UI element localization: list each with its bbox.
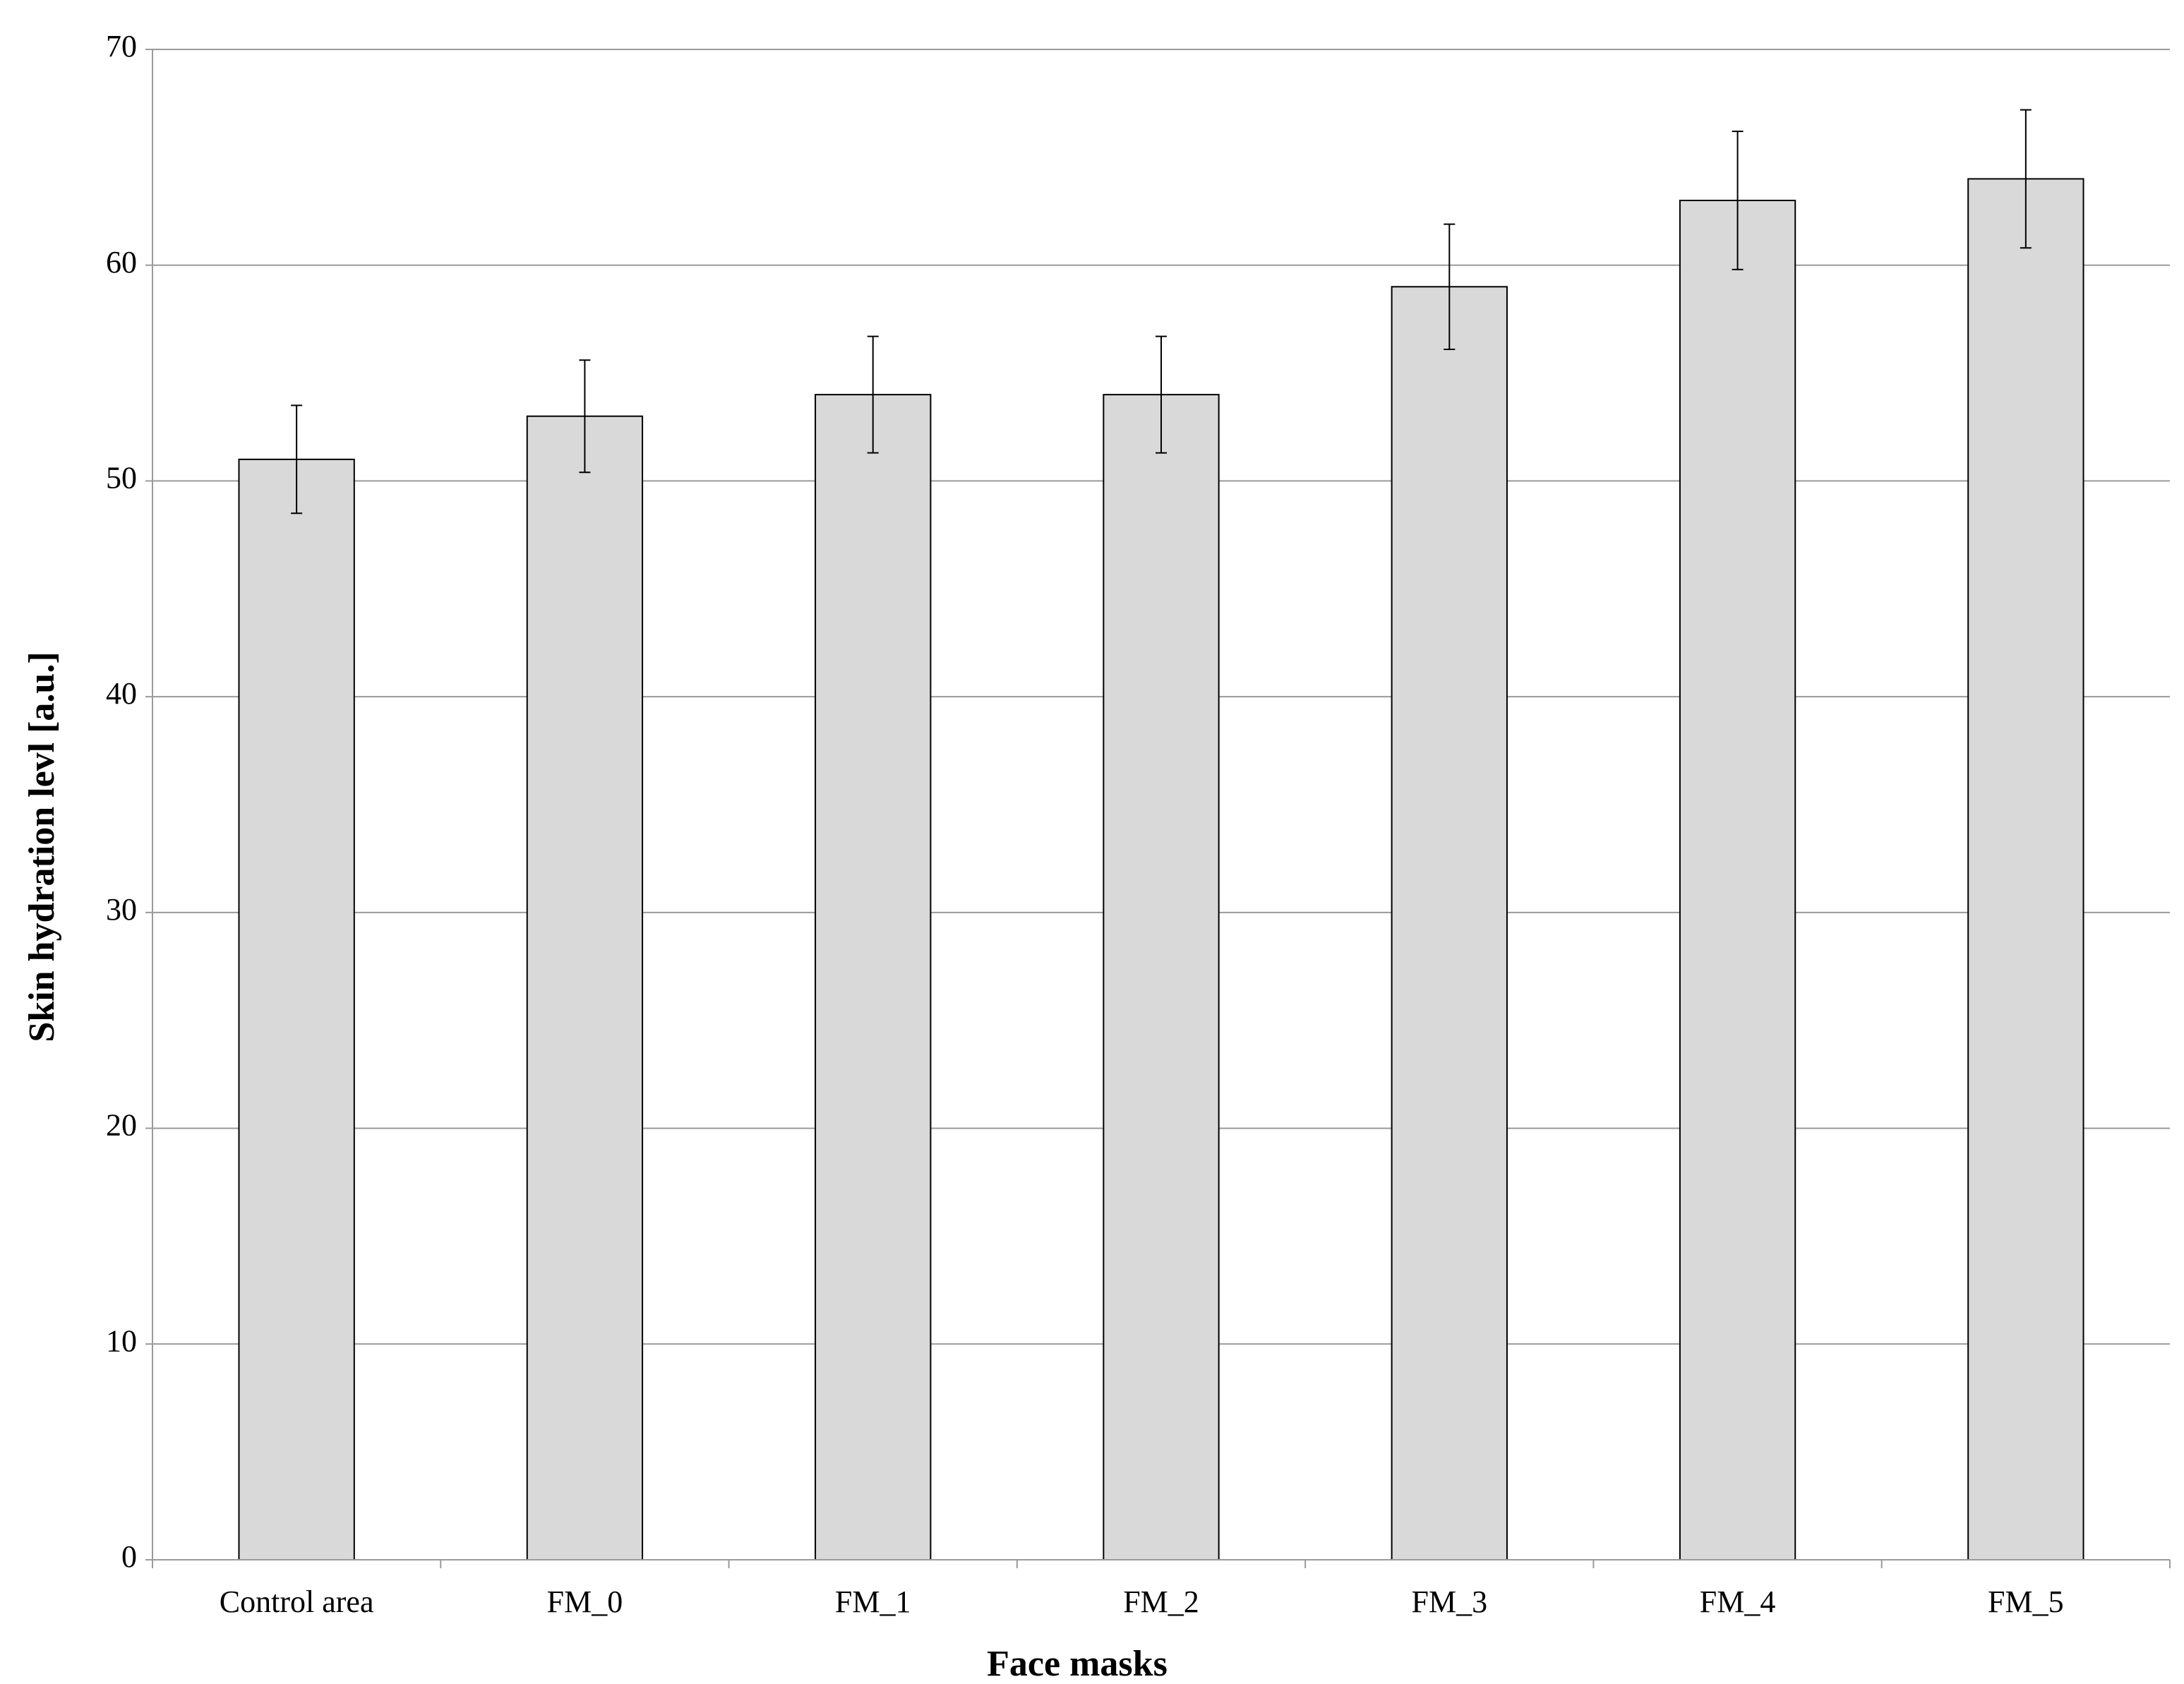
x-axis-title: Face masks xyxy=(987,1644,1168,1684)
y-tick-label: 30 xyxy=(106,892,137,927)
x-tick-label: FM_1 xyxy=(835,1584,911,1619)
bar xyxy=(1391,286,1508,1560)
y-tick-label: 60 xyxy=(106,245,137,279)
bar xyxy=(1103,394,1220,1561)
x-tick-label: FM_0 xyxy=(547,1584,623,1619)
bar xyxy=(1967,178,2084,1560)
x-tick-label: FM_2 xyxy=(1123,1584,1199,1619)
y-tick-label: 0 xyxy=(121,1539,137,1574)
bar xyxy=(1679,200,1796,1560)
y-tick-label: 70 xyxy=(106,29,137,64)
x-tick-label: FM_3 xyxy=(1411,1584,1487,1619)
bar xyxy=(526,415,644,1561)
x-tick-label: FM_4 xyxy=(1700,1584,1776,1619)
x-tick-label: FM_5 xyxy=(1988,1584,2064,1619)
y-tick-label: 40 xyxy=(106,676,137,711)
x-tick-label: Control area xyxy=(220,1584,374,1619)
bar xyxy=(815,394,932,1561)
y-tick-label: 50 xyxy=(106,461,137,495)
bar xyxy=(238,458,355,1560)
y-tick-label: 20 xyxy=(106,1108,137,1143)
y-axis-title: Skin hydration levl [a.u.] xyxy=(22,651,62,1042)
y-tick-label: 10 xyxy=(106,1323,137,1358)
